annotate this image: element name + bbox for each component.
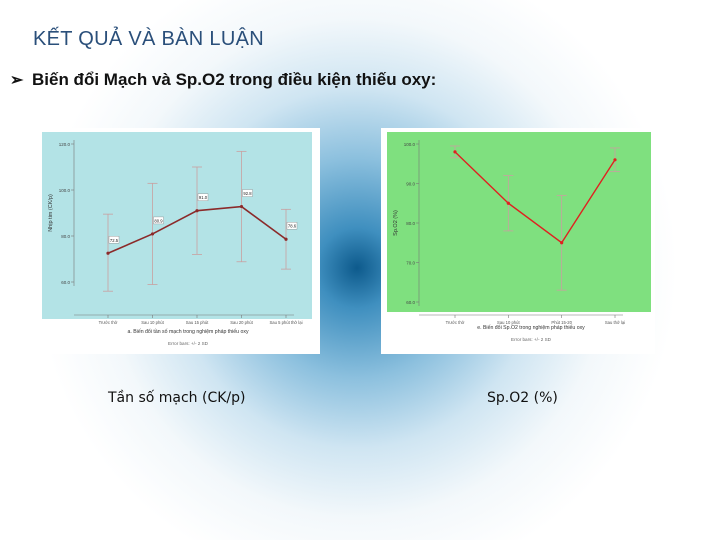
y-tick-label: 80.0 <box>406 221 415 226</box>
data-label-box <box>242 189 253 197</box>
x-tick-label: Sau thở lại <box>605 320 625 325</box>
plot-background <box>387 132 651 312</box>
arrow-bullet-icon: ➢ <box>10 72 24 89</box>
y-tick-label: 90.0 <box>406 182 415 187</box>
chart-note: Error bars: +/- 2 SD <box>511 337 552 342</box>
data-point <box>106 251 110 255</box>
data-point <box>560 241 564 245</box>
pulse-rate-chart: 120.0 100.0 80.0 60.0 Nhịp tim (CK/p) Trước t… <box>38 128 320 354</box>
data-point <box>453 150 457 154</box>
data-label-box <box>153 216 164 225</box>
data-label-box <box>108 236 120 244</box>
y-tick-label: 60.0 <box>61 280 70 285</box>
slide-title: KẾT QUẢ VÀ BÀN LUẬN <box>33 28 264 50</box>
data-point <box>195 209 199 213</box>
x-tick-label: Sau 10 phút <box>497 320 520 325</box>
data-point <box>284 237 288 241</box>
data-label: 72.5 <box>110 238 119 243</box>
data-point <box>506 201 510 205</box>
data-point <box>613 158 617 162</box>
x-tick-label: Sau 20 phút <box>230 320 253 325</box>
x-tick-label: Trước thở <box>446 320 465 325</box>
spo2-chart: 100.0 90.0 80.0 70.0 60.0 Sp.O2 (%) Trước thở S… <box>381 128 655 354</box>
x-tick-label: Trước thở <box>99 320 118 325</box>
y-axis-label: Nhịp tim (CK/p) <box>48 194 54 232</box>
series-line <box>454 151 616 244</box>
spo2-caption: Sp.O2 (%) <box>487 390 558 406</box>
chart-note: Error bars: +/- 2 SD <box>168 341 209 346</box>
chart-title: e. Biến đổi Sp.O2 trong nghiệm pháp thiế… <box>477 324 585 331</box>
y-tick-label: 100.0 <box>59 188 71 193</box>
x-tick-label: Phút 15-20 <box>551 320 572 325</box>
chart-title: a. Biến đổi tần số mạch trong nghiệm phá… <box>127 328 249 335</box>
data-label-box <box>197 193 209 201</box>
x-tick-label: Sau 10 phút <box>141 320 164 325</box>
y-tick-label: 70.0 <box>406 261 415 266</box>
data-label: 91.0 <box>199 195 208 200</box>
x-tick-label: Sau 15 phút <box>186 320 209 325</box>
data-label-box <box>286 222 298 230</box>
slide-subtitle: ➢ Biến đổi Mạch và Sp.O2 trong điều kiện … <box>10 70 436 90</box>
y-axis-label: Sp.O2 (%) <box>393 210 399 236</box>
y-tick-label: 120.0 <box>59 142 71 147</box>
data-label: 80.9 <box>154 218 163 223</box>
data-label: 92.8 <box>243 191 252 196</box>
y-tick-label: 80.0 <box>61 234 70 239</box>
data-label: 78.6 <box>288 224 297 229</box>
x-tick-label: Sau 5 phút thở lại <box>269 320 302 325</box>
y-tick-label: 100.0 <box>404 142 416 147</box>
pulse-rate-caption: Tần số mạch (CK/p) <box>108 390 246 406</box>
data-point <box>239 204 244 209</box>
y-tick-label: 60.0 <box>406 300 415 305</box>
data-point <box>150 232 155 236</box>
subtitle-text: Biến đổi Mạch và Sp.O2 trong điều kiện t… <box>32 70 437 89</box>
plot-background <box>42 132 312 319</box>
